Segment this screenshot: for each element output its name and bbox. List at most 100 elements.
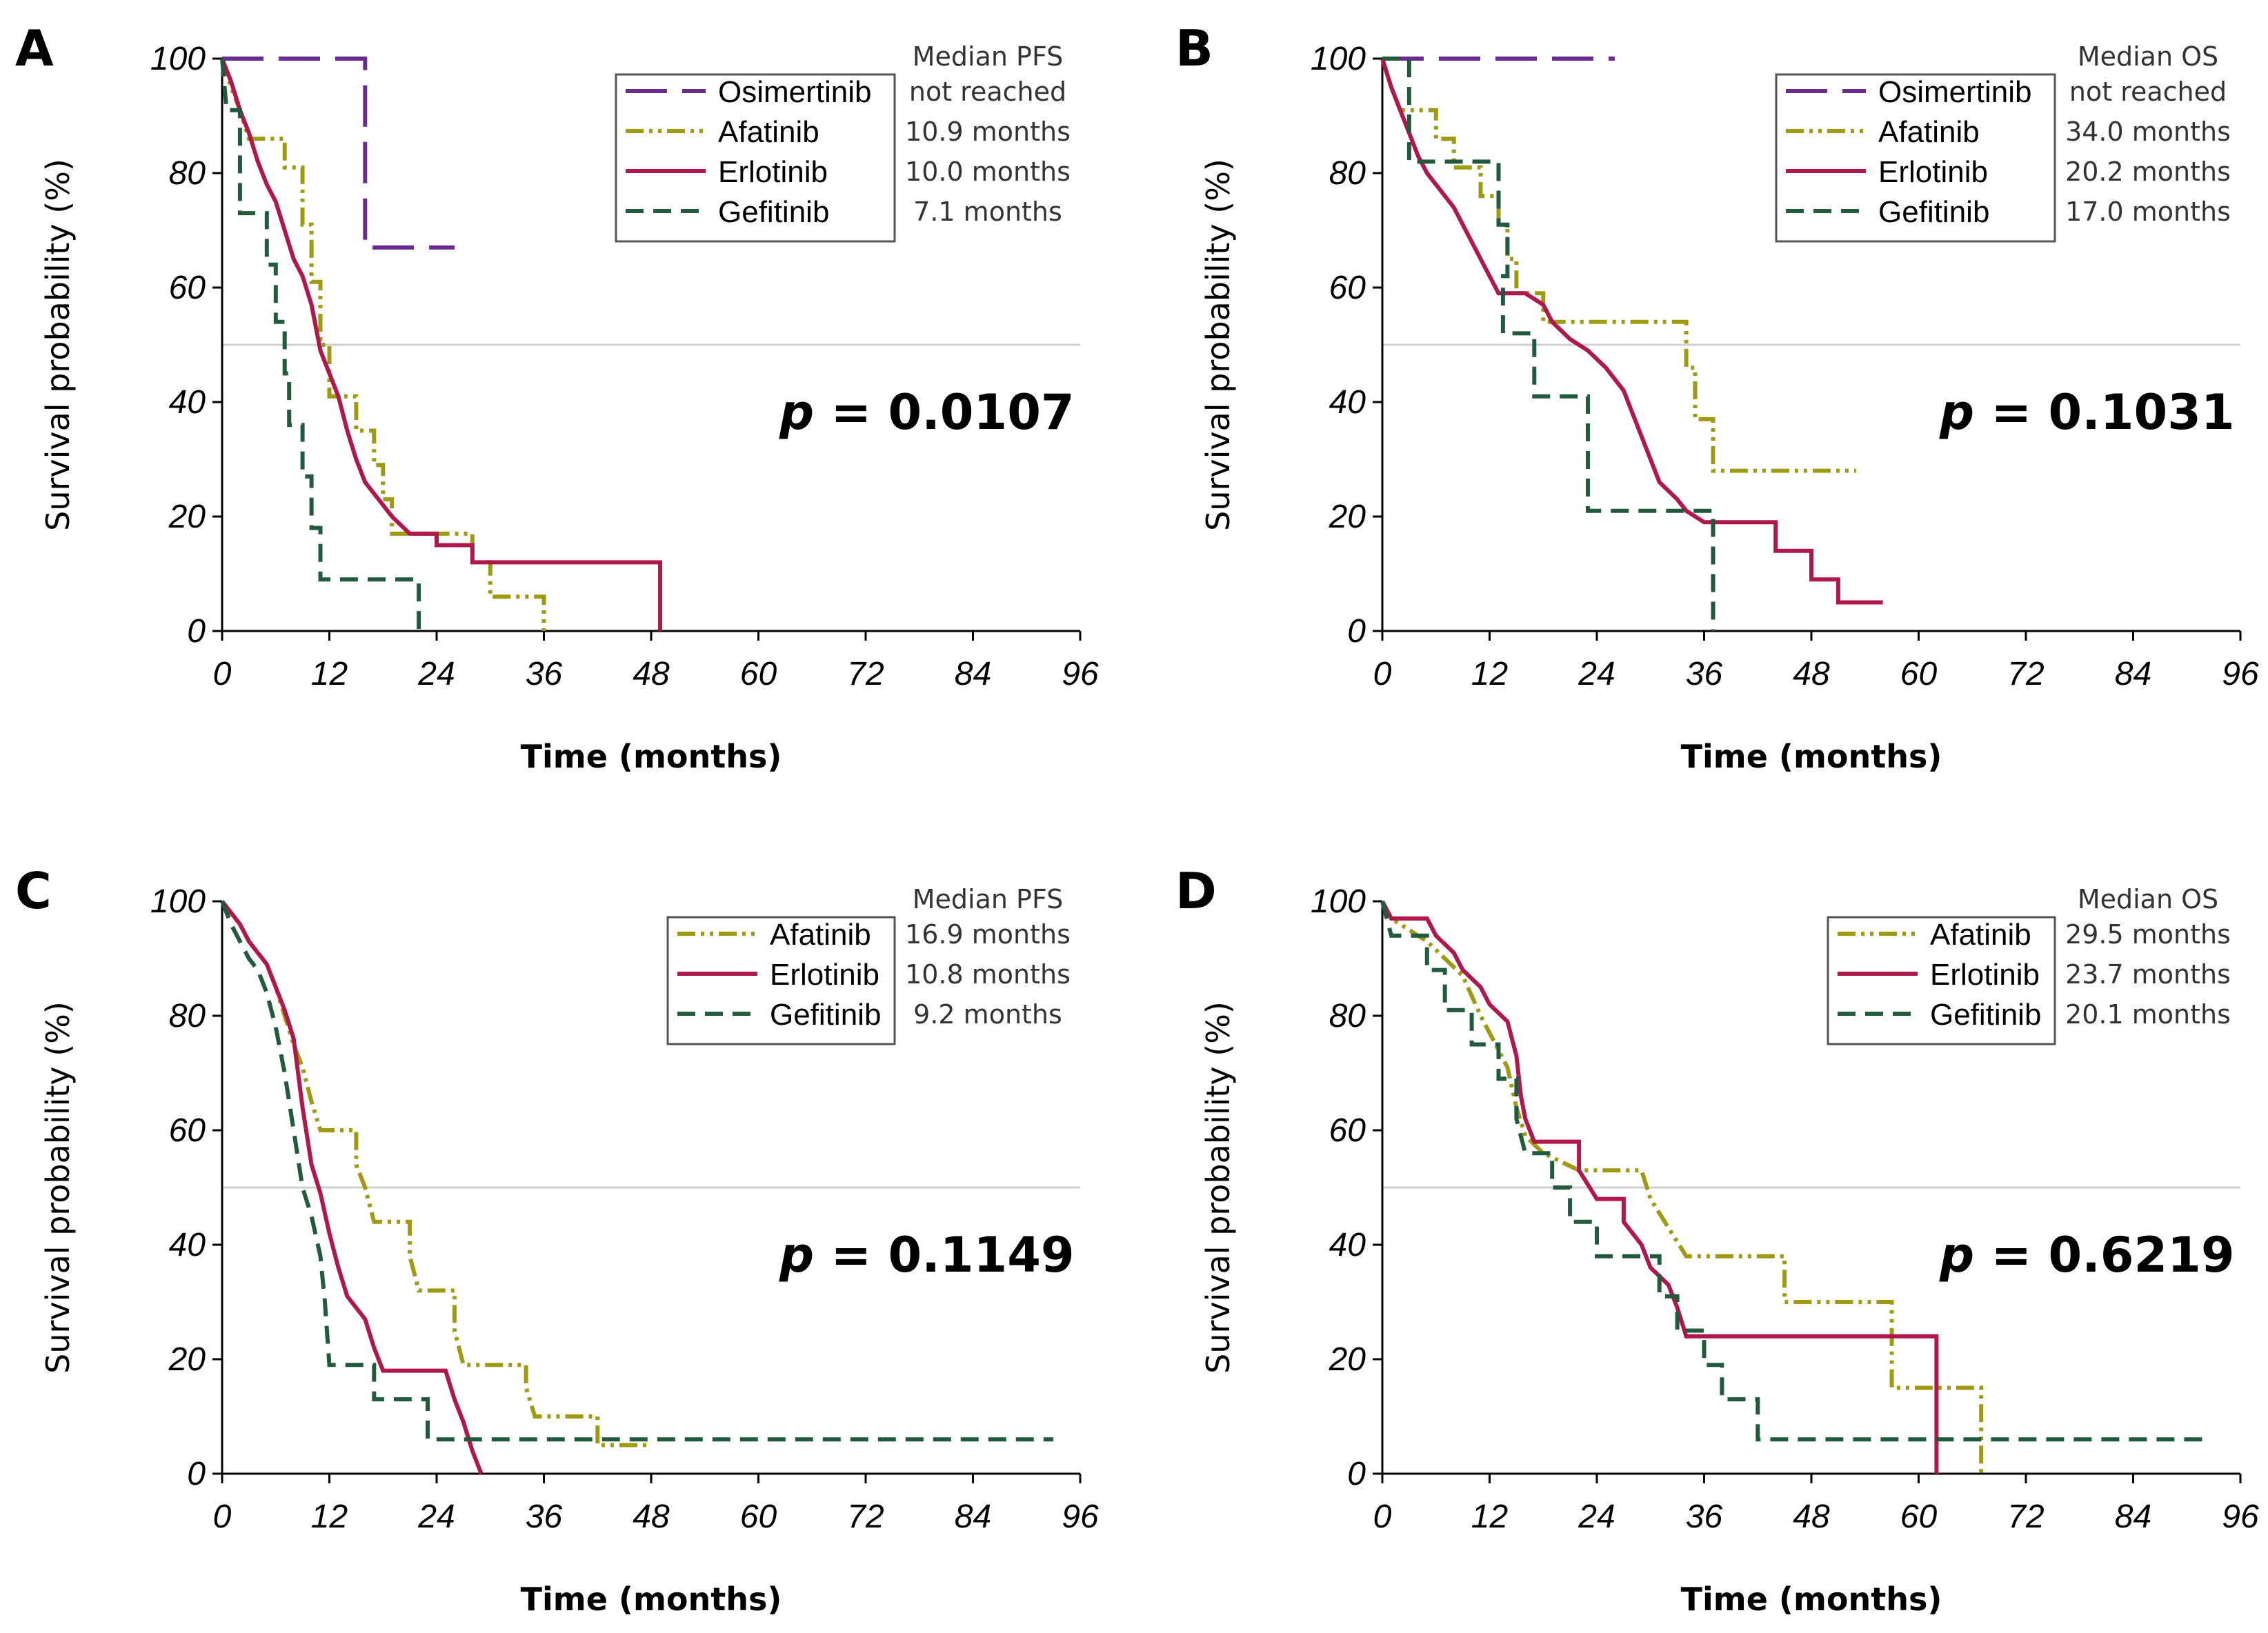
p-value-symbol: p bbox=[779, 384, 814, 441]
y-tick-label: 40 bbox=[1329, 384, 1366, 421]
panel-d: D 0 20 40 60 80 100 0 12 24 36 48 60 72 84 96 Time (mont… bbox=[1175, 862, 2259, 1618]
x-tick-label: 84 bbox=[2115, 656, 2151, 692]
y-axis-title: Survival probability (%) bbox=[1200, 159, 1237, 531]
median-header: Median OS bbox=[2078, 41, 2218, 72]
p-value-number: = 0.1149 bbox=[814, 1227, 1075, 1283]
p-value-number: = 0.6219 bbox=[1974, 1227, 2235, 1283]
x-tick-label: 72 bbox=[2007, 656, 2044, 692]
x-tick-label: 72 bbox=[847, 1499, 884, 1535]
y-tick-label: 80 bbox=[169, 155, 206, 192]
median-value-erlotinib: 23.7 months bbox=[2065, 959, 2231, 990]
median-value-gefitinib: 9.2 months bbox=[913, 999, 1062, 1030]
legend-box bbox=[1775, 73, 2056, 243]
y-tick-label: 20 bbox=[168, 499, 206, 535]
p-value: p = 0.6219 bbox=[1939, 1227, 2235, 1283]
y-tick-label: 100 bbox=[150, 883, 206, 920]
y-tick-label: 80 bbox=[1329, 155, 1366, 192]
x-tick-label: 0 bbox=[1373, 1499, 1392, 1535]
legend-label-erlotinib: Erlotinib bbox=[1930, 958, 2040, 992]
y-tick-label: 80 bbox=[1329, 998, 1366, 1034]
median-header: Median PFS bbox=[913, 41, 1064, 72]
legend-label-gefitinib: Gefitinib bbox=[718, 195, 829, 229]
curve-erlotinib bbox=[1380, 58, 1883, 605]
y-tick-label: 20 bbox=[1329, 1341, 1366, 1378]
legend-label-erlotinib: Erlotinib bbox=[770, 958, 879, 992]
median-value-gefitinib: 7.1 months bbox=[913, 197, 1062, 227]
y-tick-label: 60 bbox=[1329, 1112, 1366, 1149]
y-axis-title: Survival probability (%) bbox=[39, 159, 77, 531]
x-tick-label: 60 bbox=[1900, 656, 1938, 692]
y-tick-label: 40 bbox=[169, 1227, 206, 1263]
curve-gefitinib bbox=[220, 58, 421, 631]
x-tick-label: 84 bbox=[955, 1499, 991, 1535]
x-axis-title: Time (months) bbox=[521, 1581, 782, 1618]
median-header: Median PFS bbox=[913, 884, 1064, 914]
y-tick-label: 100 bbox=[150, 41, 206, 77]
p-value-symbol: p bbox=[1939, 1227, 1974, 1283]
x-tick-label: 36 bbox=[1686, 1499, 1723, 1535]
y-axis-title: Survival probability (%) bbox=[1200, 1001, 1237, 1374]
x-tick-label: 96 bbox=[1062, 1499, 1099, 1535]
panel-letter: B bbox=[1175, 19, 1213, 77]
panel-letter: A bbox=[15, 19, 54, 77]
x-tick-label: 84 bbox=[955, 656, 991, 692]
panel-letter: C bbox=[15, 862, 52, 920]
legend-label-erlotinib: Erlotinib bbox=[1878, 155, 1988, 189]
x-tick-label: 48 bbox=[1793, 1499, 1830, 1535]
x-tick-label: 96 bbox=[1062, 656, 1099, 692]
y-tick-label: 100 bbox=[1311, 883, 1366, 920]
x-tick-label: 36 bbox=[526, 656, 563, 692]
median-value-osimertinib: not reached bbox=[909, 77, 1066, 107]
y-tick-label: 40 bbox=[169, 384, 206, 421]
x-axis-title: Time (months) bbox=[1681, 1581, 1942, 1618]
x-tick-label: 48 bbox=[1793, 656, 1830, 692]
y-tick-label: 60 bbox=[169, 270, 206, 306]
x-tick-label: 96 bbox=[2222, 1499, 2259, 1535]
legend-label-osimertinib: Osimertinib bbox=[718, 75, 872, 109]
curve-erlotinib bbox=[1380, 900, 1939, 1474]
y-tick-label: 0 bbox=[1347, 1456, 1366, 1492]
p-value-number: = 0.0107 bbox=[814, 384, 1075, 441]
x-tick-label: 96 bbox=[2222, 656, 2259, 692]
curve-afatinib bbox=[1380, 900, 1984, 1474]
x-tick-label: 60 bbox=[740, 1499, 777, 1535]
y-tick-label: 60 bbox=[1329, 270, 1366, 306]
x-tick-label: 0 bbox=[1373, 656, 1392, 692]
legend-box bbox=[1827, 916, 2056, 1045]
y-tick-label: 60 bbox=[169, 1112, 206, 1149]
legend-box bbox=[666, 916, 896, 1045]
legend-label-afatinib: Afatinib bbox=[1930, 918, 2031, 952]
x-tick-label: 60 bbox=[740, 656, 777, 692]
legend-label-gefitinib: Gefitinib bbox=[1930, 998, 2041, 1032]
median-value-gefitinib: 20.1 months bbox=[2065, 999, 2231, 1030]
median-value-gefitinib: 17.0 months bbox=[2065, 197, 2231, 227]
curve-erlotinib bbox=[220, 57, 662, 631]
legend-label-afatinib: Afatinib bbox=[770, 918, 871, 952]
p-value: p = 0.0107 bbox=[779, 384, 1075, 441]
x-tick-label: 12 bbox=[1471, 1499, 1508, 1535]
legend-label-gefitinib: Gefitinib bbox=[770, 998, 881, 1032]
x-tick-label: 12 bbox=[1471, 656, 1508, 692]
x-tick-label: 12 bbox=[311, 656, 348, 692]
curve-osimertinib bbox=[222, 57, 455, 250]
median-value-afatinib: 29.5 months bbox=[2065, 919, 2231, 950]
x-tick-label: 24 bbox=[1578, 1499, 1615, 1535]
legend-label-gefitinib: Gefitinib bbox=[1878, 195, 1989, 229]
y-tick-label: 40 bbox=[1329, 1227, 1366, 1263]
median-value-erlotinib: 10.0 months bbox=[905, 157, 1071, 187]
p-value-symbol: p bbox=[779, 1227, 814, 1283]
legend-label-afatinib: Afatinib bbox=[1878, 115, 1980, 149]
y-tick-label: 0 bbox=[187, 1456, 206, 1492]
median-value-afatinib: 10.9 months bbox=[905, 117, 1071, 147]
panel-c: C 0 20 40 60 80 100 0 12 24 36 48 60 72 84 96 Time (mont… bbox=[15, 862, 1099, 1618]
legend-box bbox=[615, 73, 896, 243]
curve-gefitinib bbox=[1382, 57, 1715, 631]
median-value-afatinib: 16.9 months bbox=[905, 919, 1071, 950]
x-tick-label: 48 bbox=[633, 656, 670, 692]
x-tick-label: 24 bbox=[417, 656, 455, 692]
x-tick-label: 24 bbox=[1578, 656, 1615, 692]
y-tick-label: 20 bbox=[168, 1341, 206, 1378]
x-tick-label: 12 bbox=[311, 1499, 348, 1535]
y-tick-label: 20 bbox=[1329, 499, 1366, 535]
